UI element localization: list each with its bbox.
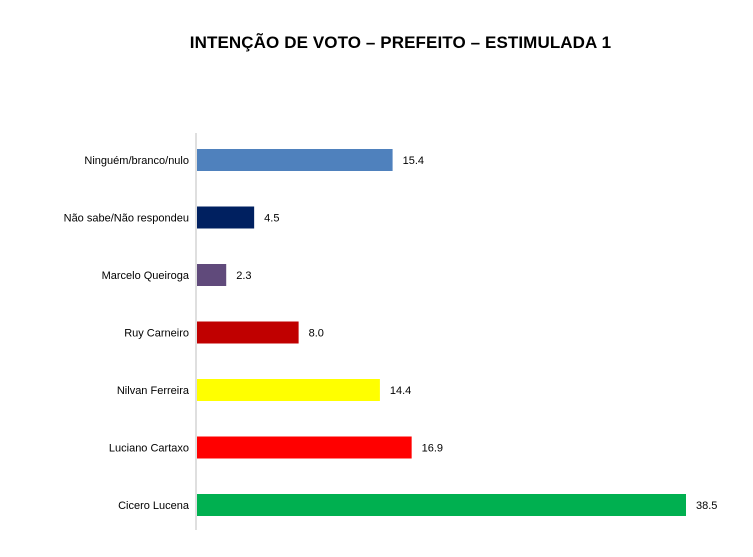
category-label-cicero-lucena: Cicero Lucena (118, 500, 190, 512)
category-label-marcelo-queiroga: Marcelo Queiroga (102, 270, 190, 282)
bar-luciano-cartaxo (197, 436, 412, 459)
bar-cicero-lucena (197, 494, 686, 516)
value-label-cicero-lucena: 38.5 (696, 500, 717, 512)
category-label-ruy-carneiro: Ruy Carneiro (124, 328, 189, 340)
category-label-nao-sabe-nao-respondeu: Não sabe/Não respondeu (64, 213, 189, 225)
bar-nilvan-ferreira (197, 379, 380, 401)
bar-nao-sabe-nao-respondeu (197, 206, 255, 229)
value-label-nao-sabe-nao-respondeu: 4.5 (264, 213, 279, 225)
category-label-nilvan-ferreira: Nilvan Ferreira (117, 385, 190, 397)
value-label-ruy-carneiro: 8.0 (309, 328, 324, 340)
value-label-marcelo-queiroga: 2.3 (236, 270, 251, 282)
bar-ninguem-branco-nulo (197, 149, 393, 171)
value-label-nilvan-ferreira: 14.4 (390, 385, 411, 397)
bar-marcelo-queiroga (197, 264, 227, 286)
value-label-luciano-cartaxo: 16.9 (422, 443, 443, 455)
value-label-ninguem-branco-nulo: 15.4 (403, 155, 424, 167)
bar-ruy-carneiro (197, 321, 299, 344)
chart-title: INTENÇÃO DE VOTO – PREFEITO – ESTIMULADA… (189, 33, 612, 52)
category-label-ninguem-branco-nulo: Ninguém/branco/nulo (84, 155, 189, 167)
category-label-luciano-cartaxo: Luciano Cartaxo (109, 443, 189, 455)
